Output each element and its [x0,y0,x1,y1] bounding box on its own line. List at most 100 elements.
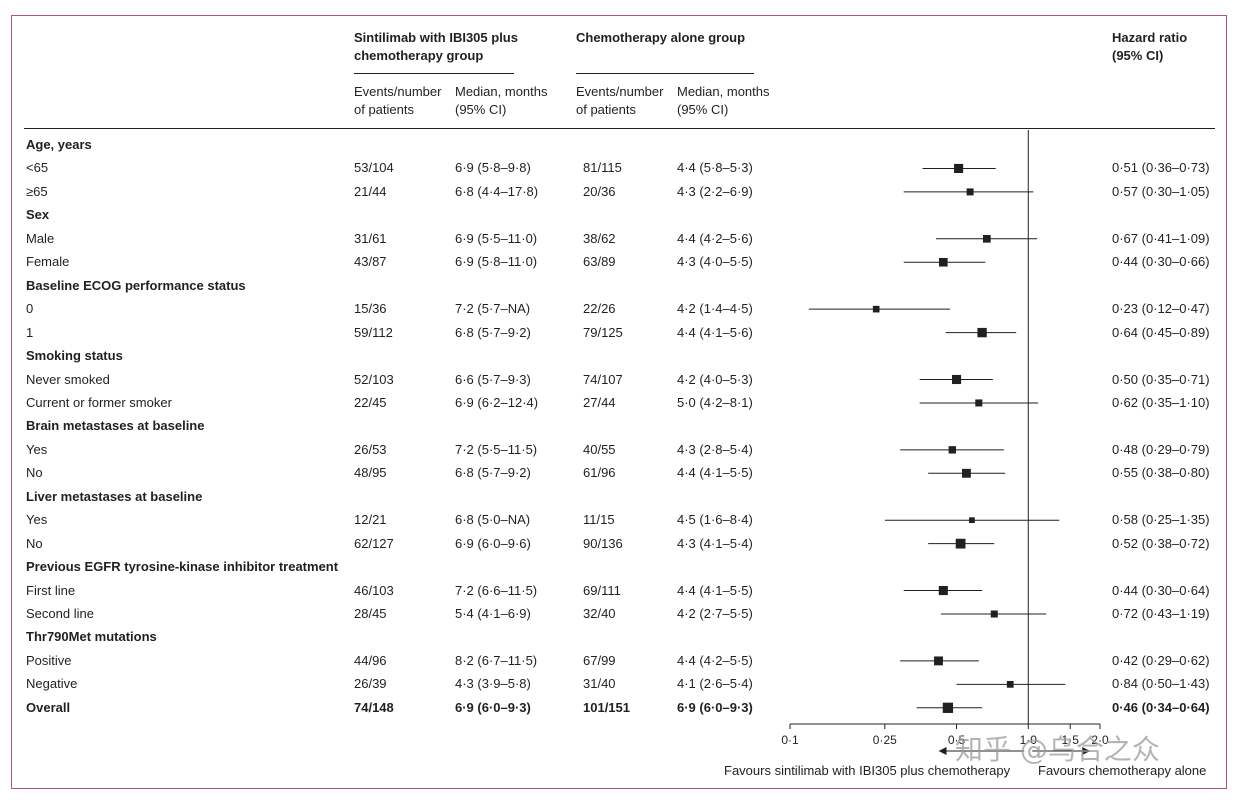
events-a-cell: 43/87 [354,254,387,269]
events-b-header: Events/number of patients [576,84,664,117]
hr-cell: 0·58 (0·25–1·35) [1112,512,1210,527]
subgroup-heading: Smoking status [26,348,123,363]
median-b-cell: 4·3 (4·0–5·5) [677,254,753,269]
subgroup-heading: Sex [26,207,50,222]
watermark: 知乎 @乌合之众 [955,733,1160,766]
median-a-cell: 6·9 (5·8–9·8) [455,160,531,175]
median-a-cell: 6·6 (5·7–9·3) [455,372,531,387]
events-a-cell: 26/39 [354,676,387,691]
events-a-cell: 26/53 [354,442,387,457]
median-b-cell: 4·2 (1·4–4·5) [677,301,753,316]
row-label: Female [26,254,70,269]
row-label: Never smoked [26,372,110,387]
median-b-cell: 4·4 (4·1–5·5) [677,583,753,598]
median-a-cell: 6·8 (4·4–17·8) [455,184,539,199]
events-a-cell: 74/148 [354,700,394,715]
events-b-cell: 20/36 [583,184,616,199]
hr-cell: 0·51 (0·36–0·73) [1112,160,1210,175]
events-a-cell: 21/44 [354,184,387,199]
median-b-cell: 4·5 (1·6–8·4) [677,512,753,527]
row-label: <65 [26,160,49,175]
median-a-cell: 7·2 (6·6–11·5) [455,583,538,598]
median-b-header: Median, months (95% CI) [677,84,770,117]
events-b-cell: 61/96 [583,465,616,480]
hr-cell: 0·57 (0·30–1·05) [1112,184,1210,199]
events-b-cell: 27/44 [583,395,616,410]
figure-frame [11,15,1227,789]
row-label: No [26,465,43,480]
median-a-cell: 5·4 (4·1–6·9) [455,606,531,621]
events-b-cell: 31/40 [583,676,616,691]
median-b-cell: 4·3 (4·1–5·4) [677,536,753,551]
median-b-cell: 4·3 (2·2–6·9) [677,184,753,199]
hr-cell: 0·44 (0·30–0·66) [1112,254,1210,269]
subgroup-heading: Age, years [26,137,92,152]
events-a-cell: 44/96 [354,653,387,668]
median-b-cell: 4·1 (2·6–5·4) [677,676,753,691]
median-a-cell: 8·2 (6·7–11·5) [455,653,538,668]
events-b-cell: 81/115 [583,160,622,175]
group-a-rule [354,73,514,74]
events-b-cell: 101/151 [583,700,630,715]
median-a-cell: 7·2 (5·7–NA) [455,301,531,316]
hr-cell: 0·52 (0·38–0·72) [1112,536,1210,551]
events-b-cell: 67/99 [583,653,616,668]
events-b-cell: 63/89 [583,254,616,269]
events-b-cell: 40/55 [583,442,616,457]
median-a-cell: 6·8 (5·7–9·2) [455,325,531,340]
events-a-cell: 22/45 [354,395,387,410]
median-b-cell: 4·2 (2·7–5·5) [677,606,753,621]
events-a-cell: 62/127 [354,536,394,551]
row-label: No [26,536,43,551]
header-rule [24,128,1215,129]
events-b-cell: 32/40 [583,606,616,621]
events-b-cell: 11/15 [583,512,615,527]
median-b-cell: 4·4 (4·1–5·5) [677,465,753,480]
hr-cell: 0·42 (0·29–0·62) [1112,653,1210,668]
group-a-header: Sintilimab with IBI305 plus chemotherapy… [354,30,518,63]
row-label: Yes [26,442,48,457]
events-b-cell: 22/26 [583,301,616,316]
median-b-cell: 4·4 (4·2–5·5) [677,653,753,668]
events-b-cell: 79/125 [583,325,623,340]
events-b-cell: 38/62 [583,231,616,246]
hr-cell: 0·50 (0·35–0·71) [1112,372,1210,387]
median-a-cell: 6·9 (6·0–9·3) [455,700,531,715]
group-b-rule [576,73,754,74]
row-label: Male [26,231,55,246]
row-label: Positive [26,653,72,668]
row-label: Yes [26,512,48,527]
hazard-ratio-header: Hazard ratio (95% CI) [1112,30,1188,63]
events-a-cell: 12/21 [354,512,387,527]
hr-cell: 0·72 (0·43–1·19) [1112,606,1210,621]
favours-right-label: Favours chemotherapy alone [1038,763,1207,778]
events-a-header: Events/number of patients [354,84,442,117]
subgroup-heading: Baseline ECOG performance status [26,278,246,293]
row-label: 1 [26,325,34,340]
median-a-cell: 6·8 (5·0–NA) [455,512,531,527]
subgroup-heading: Brain metastases at baseline [26,418,205,433]
row-label: 0 [26,301,34,316]
median-b-cell: 4·2 (4·0–5·3) [677,372,753,387]
events-a-cell: 46/103 [354,583,394,598]
median-a-cell: 4·3 (3·9–5·8) [455,676,531,691]
median-b-cell: 4·4 (4·2–5·6) [677,231,753,246]
median-b-cell: 5·0 (4·2–8·1) [677,395,753,410]
hr-cell: 0·44 (0·30–0·64) [1112,583,1210,598]
hr-cell: 0·46 (0·34–0·64) [1112,700,1210,715]
subgroup-heading: Thr790Met mutations [26,629,157,644]
median-a-header: Median, months (95% CI) [455,84,548,117]
row-label: ≥65 [26,184,48,199]
hr-cell: 0·55 (0·38–0·80) [1112,465,1210,480]
events-b-cell: 90/136 [583,536,623,551]
hr-cell: 0·23 (0·12–0·47) [1112,301,1210,316]
row-label: Current or former smoker [26,395,172,410]
events-a-cell: 48/95 [354,465,387,480]
median-a-cell: 6·9 (6·0–9·6) [455,536,531,551]
median-b-cell: 6·9 (6·0–9·3) [677,700,753,715]
median-a-cell: 7·2 (5·5–11·5) [455,442,538,457]
events-a-cell: 53/104 [354,160,394,175]
median-a-cell: 6·9 (5·8–11·0) [455,254,538,269]
median-b-cell: 4·4 (4·1–5·6) [677,325,753,340]
row-label: Negative [26,676,78,691]
